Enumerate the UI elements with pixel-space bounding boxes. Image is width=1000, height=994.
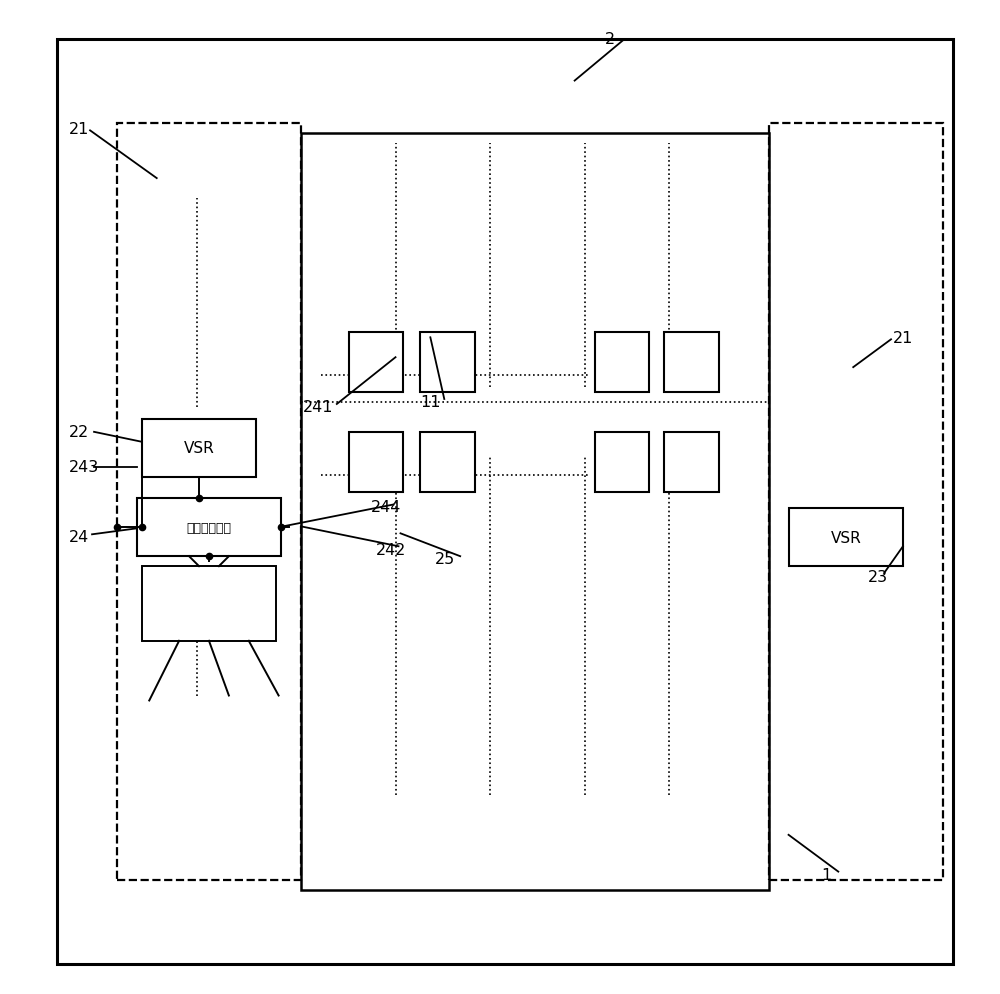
Bar bbox=[349, 432, 403, 492]
Text: 11: 11 bbox=[420, 395, 441, 411]
Text: 24: 24 bbox=[69, 529, 89, 545]
Text: 22: 22 bbox=[69, 424, 89, 440]
Bar bbox=[142, 419, 256, 477]
Bar bbox=[789, 509, 903, 567]
Bar bbox=[142, 567, 276, 641]
Text: 244: 244 bbox=[371, 499, 401, 515]
Text: VSR: VSR bbox=[830, 530, 861, 546]
Bar bbox=[420, 432, 475, 492]
Text: 242: 242 bbox=[376, 542, 406, 558]
Bar bbox=[595, 333, 649, 393]
Bar bbox=[349, 333, 403, 393]
Bar bbox=[664, 432, 719, 492]
Text: 触控扫描电路: 触控扫描电路 bbox=[186, 521, 231, 535]
Bar bbox=[769, 124, 943, 880]
Bar bbox=[117, 124, 301, 880]
Bar bbox=[664, 333, 719, 393]
Text: 23: 23 bbox=[868, 569, 888, 584]
Text: 1: 1 bbox=[821, 867, 832, 883]
Text: 243: 243 bbox=[69, 459, 99, 475]
Text: VSR: VSR bbox=[184, 440, 214, 456]
Text: 2: 2 bbox=[604, 32, 615, 48]
Bar bbox=[301, 134, 769, 890]
Bar bbox=[137, 499, 281, 557]
Text: 25: 25 bbox=[435, 551, 456, 567]
Bar bbox=[595, 432, 649, 492]
Bar bbox=[420, 333, 475, 393]
Text: 21: 21 bbox=[69, 121, 90, 137]
Text: 241: 241 bbox=[303, 400, 333, 415]
Text: 21: 21 bbox=[893, 330, 913, 346]
